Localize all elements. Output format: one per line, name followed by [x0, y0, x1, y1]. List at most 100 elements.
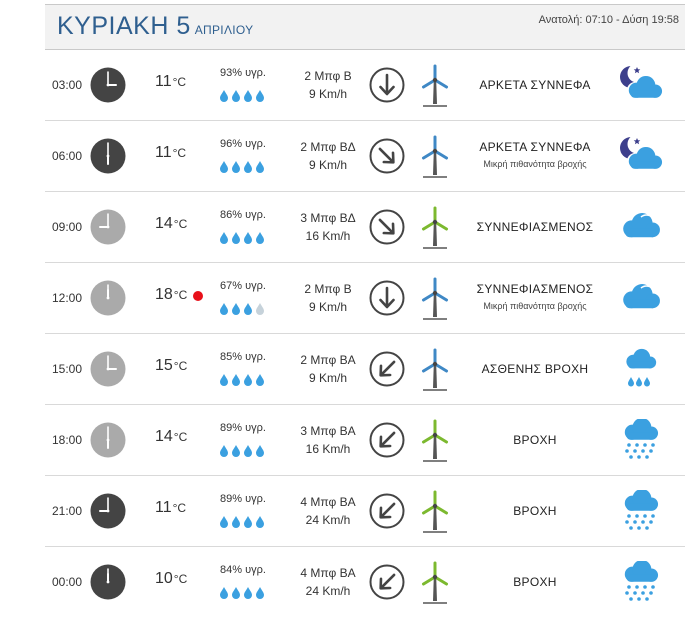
- forecast-panel: ΚΥΡΙΑΚΗ 5 ΑΠΡΙΛΙΟΥ Ανατολή: 07:10 - Δύση …: [45, 4, 685, 617]
- drop-icon: [256, 445, 264, 457]
- rain-icon: [624, 561, 659, 601]
- hour-time: 03:00: [52, 78, 83, 92]
- arrow-down-left-icon: [369, 422, 405, 458]
- condition-label: ΑΡΚΕΤΑ ΣΥΝΝΕΦΑ: [479, 140, 591, 154]
- hour-row: 06:00 11°C 96% υγρ. 2 Μπφ ΒΔ 9 Km/h ΑΡΚΕΤΑ ΣΥ…: [45, 121, 685, 192]
- wind-speed: 9 Km/h: [308, 158, 347, 172]
- clock-night-icon: [90, 67, 126, 103]
- wind-speed: 16 Km/h: [305, 229, 351, 243]
- humidity-label: 67% υγρ.: [220, 280, 266, 292]
- drop-icon: [220, 516, 228, 528]
- drop-icon: [232, 303, 240, 315]
- temperature: 15°C: [155, 357, 187, 375]
- humidity-label: 96% υγρ.: [220, 138, 266, 150]
- day-title: ΚΥΡΙΑΚΗ 5 ΑΠΡΙΛΙΟΥ: [57, 12, 253, 41]
- condition-label: ΑΣΘΕΝΗΣ ΒΡΟΧΗ: [481, 362, 589, 376]
- wind-speed: 16 Km/h: [305, 442, 351, 456]
- humidity-drops: [220, 516, 264, 528]
- drop-icon: [220, 445, 228, 457]
- wind-beaufort: 4 Μπφ ΒΑ: [300, 495, 356, 509]
- temperature: 11°C: [155, 499, 186, 517]
- hour-time: 06:00: [52, 149, 83, 163]
- hour-row: 21:00 11°C 89% υγρ. 4 Μπφ ΒΑ 24 Km/h ΒΡΟΧΗ: [45, 476, 685, 547]
- temperature-value: 18: [155, 286, 173, 303]
- clock-day-icon: [90, 422, 126, 458]
- wind-beaufort: 2 Μπφ ΒΑ: [300, 353, 356, 367]
- wind-turbine-green-icon: [422, 490, 448, 533]
- temperature-value: 14: [155, 215, 173, 232]
- cloud-icon: [623, 213, 662, 240]
- wind-beaufort: 2 Μπφ Β: [304, 282, 352, 296]
- wind-info: 2 Μπφ Β 9 Km/h: [285, 280, 371, 316]
- wind-beaufort: 2 Μπφ ΒΔ: [300, 140, 356, 154]
- temperature: 11°C: [155, 144, 186, 162]
- wind-turbine-green-icon: [422, 419, 448, 462]
- drop-icon: [244, 587, 252, 599]
- wind-info: 2 Μπφ Β 9 Km/h: [285, 67, 371, 103]
- humidity-drops: [220, 374, 264, 386]
- arrow-down-left-icon: [369, 564, 405, 600]
- clock-day-icon: [90, 351, 126, 387]
- hour-row: 03:00 11°C 93% υγρ. 2 Μπφ Β 9 Km/h ΑΡΚΕΤΑ ΣΥΝ…: [45, 50, 685, 121]
- wind-beaufort: 2 Μπφ Β: [304, 69, 352, 83]
- hour-time: 21:00: [52, 504, 83, 518]
- hour-row: 12:00 18°C 67% υγρ. 2 Μπφ Β 9 Km/h ΣΥΝΝΕΦΙΑΣΜ…: [45, 263, 685, 334]
- drop-icon: [232, 374, 240, 386]
- condition-label: ΒΡΟΧΗ: [513, 504, 557, 518]
- clock-day-icon: [90, 280, 126, 316]
- drop-icon: [220, 374, 228, 386]
- hour-time: 18:00: [52, 433, 83, 447]
- arrow-down-left-icon: [369, 493, 405, 529]
- hour-time: 12:00: [52, 291, 83, 305]
- temperature-value: 15: [155, 357, 173, 374]
- condition-label: ΑΡΚΕΤΑ ΣΥΝΝΕΦΑ: [479, 78, 591, 92]
- night-cloud-icon: [620, 64, 663, 98]
- clock-night-icon: [90, 138, 126, 174]
- month-label: ΑΠΡΙΛΙΟΥ: [194, 23, 254, 37]
- condition: ΒΡΟΧΗ: [465, 504, 605, 518]
- wind-beaufort: 3 Μπφ ΒΔ: [300, 211, 356, 225]
- wind-beaufort: 3 Μπφ ΒΑ: [300, 424, 356, 438]
- drop-icon: [256, 161, 264, 173]
- condition-note: Μικρή πιθανότητα βροχής: [483, 301, 587, 311]
- drop-icon: [244, 232, 252, 244]
- temperature-unit: °C: [172, 501, 187, 515]
- condition: ΑΣΘΕΝΗΣ ΒΡΟΧΗ: [465, 362, 605, 376]
- hour-row: 00:00 10°C 84% υγρ. 4 Μπφ ΒΑ 24 Km/h ΒΡΟΧΗ: [45, 547, 685, 617]
- wind-info: 4 Μπφ ΒΑ 24 Km/h: [285, 493, 371, 529]
- wind-turbine-blue-icon: [422, 135, 448, 178]
- arrow-down-right-icon: [369, 209, 405, 245]
- drop-icon: [232, 587, 240, 599]
- wind-info: 3 Μπφ ΒΑ 16 Km/h: [285, 422, 371, 458]
- hour-row: 18:00 14°C 89% υγρ. 3 Μπφ ΒΑ 16 Km/h ΒΡΟΧΗ: [45, 405, 685, 476]
- temperature-unit: °C: [173, 288, 188, 302]
- condition-note: Μικρή πιθανότητα βροχής: [483, 159, 587, 169]
- condition: ΣΥΝΝΕΦΙΑΣΜΕΝΟΣ: [465, 220, 605, 234]
- arrow-down-left-icon: [369, 351, 405, 387]
- night-cloud-icon: [620, 135, 663, 169]
- wind-beaufort: 4 Μπφ ΒΑ: [300, 566, 356, 580]
- wind-info: 3 Μπφ ΒΔ 16 Km/h: [285, 209, 371, 245]
- temperature-unit: °C: [173, 572, 188, 586]
- drop-icon: [244, 516, 252, 528]
- wind-speed: 9 Km/h: [308, 300, 347, 314]
- condition: ΣΥΝΝΕΦΙΑΣΜΕΝΟΣ Μικρή πιθανότητα βροχής: [465, 282, 605, 311]
- humidity-label: 89% υγρ.: [220, 493, 266, 505]
- condition: ΑΡΚΕΤΑ ΣΥΝΝΕΦΑ Μικρή πιθανότητα βροχής: [465, 140, 605, 169]
- condition: ΑΡΚΕΤΑ ΣΥΝΝΕΦΑ: [465, 78, 605, 92]
- cloud-icon: [623, 284, 662, 311]
- drop-icon: [232, 516, 240, 528]
- condition-label: ΣΥΝΝΕΦΙΑΣΜΕΝΟΣ: [476, 282, 594, 296]
- drop-icon: [220, 587, 228, 599]
- humidity-drops: [220, 90, 264, 102]
- condition-label: ΒΡΟΧΗ: [513, 575, 557, 589]
- condition: ΒΡΟΧΗ: [465, 433, 605, 447]
- humidity-drops: [220, 232, 264, 244]
- hour-time: 00:00: [52, 575, 83, 589]
- temperature-unit: °C: [173, 359, 188, 373]
- clock-day-icon: [90, 209, 126, 245]
- temperature-value: 11: [155, 73, 172, 90]
- wind-info: 2 Μπφ ΒΔ 9 Km/h: [285, 138, 371, 174]
- clock-night-icon: [90, 564, 126, 600]
